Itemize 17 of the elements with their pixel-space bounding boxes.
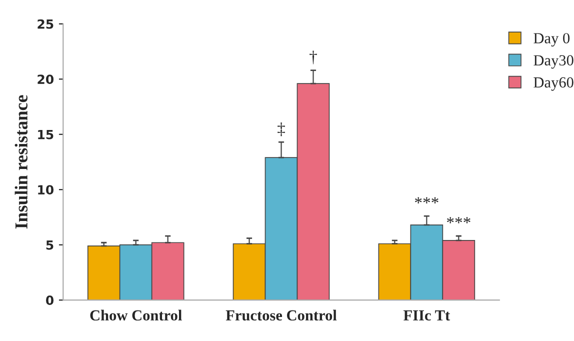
y-tick-label: 25 [38, 19, 54, 29]
annotation: *** [414, 197, 438, 204]
y-tick-label: 10 [38, 185, 54, 195]
y-axis-title: Insulin resistance [14, 95, 28, 229]
y-tick-label: 0 [46, 296, 54, 306]
annotation: † [310, 50, 317, 64]
legend-label: Day30 [534, 55, 574, 69]
x-tick-label: Chow Control [90, 310, 182, 321]
x-tick-label: FIIc Tt [404, 310, 450, 321]
y-tick-label: 15 [38, 130, 54, 140]
legend-label: Day60 [534, 77, 574, 91]
annotation: *** [446, 217, 470, 224]
y-tick-label: 20 [38, 74, 54, 84]
legend-label: Day 0 [534, 33, 570, 47]
x-tick-label: Fructose Control [226, 310, 337, 321]
y-tick-label: 5 [46, 240, 54, 250]
annotation: ‡ [278, 122, 285, 136]
